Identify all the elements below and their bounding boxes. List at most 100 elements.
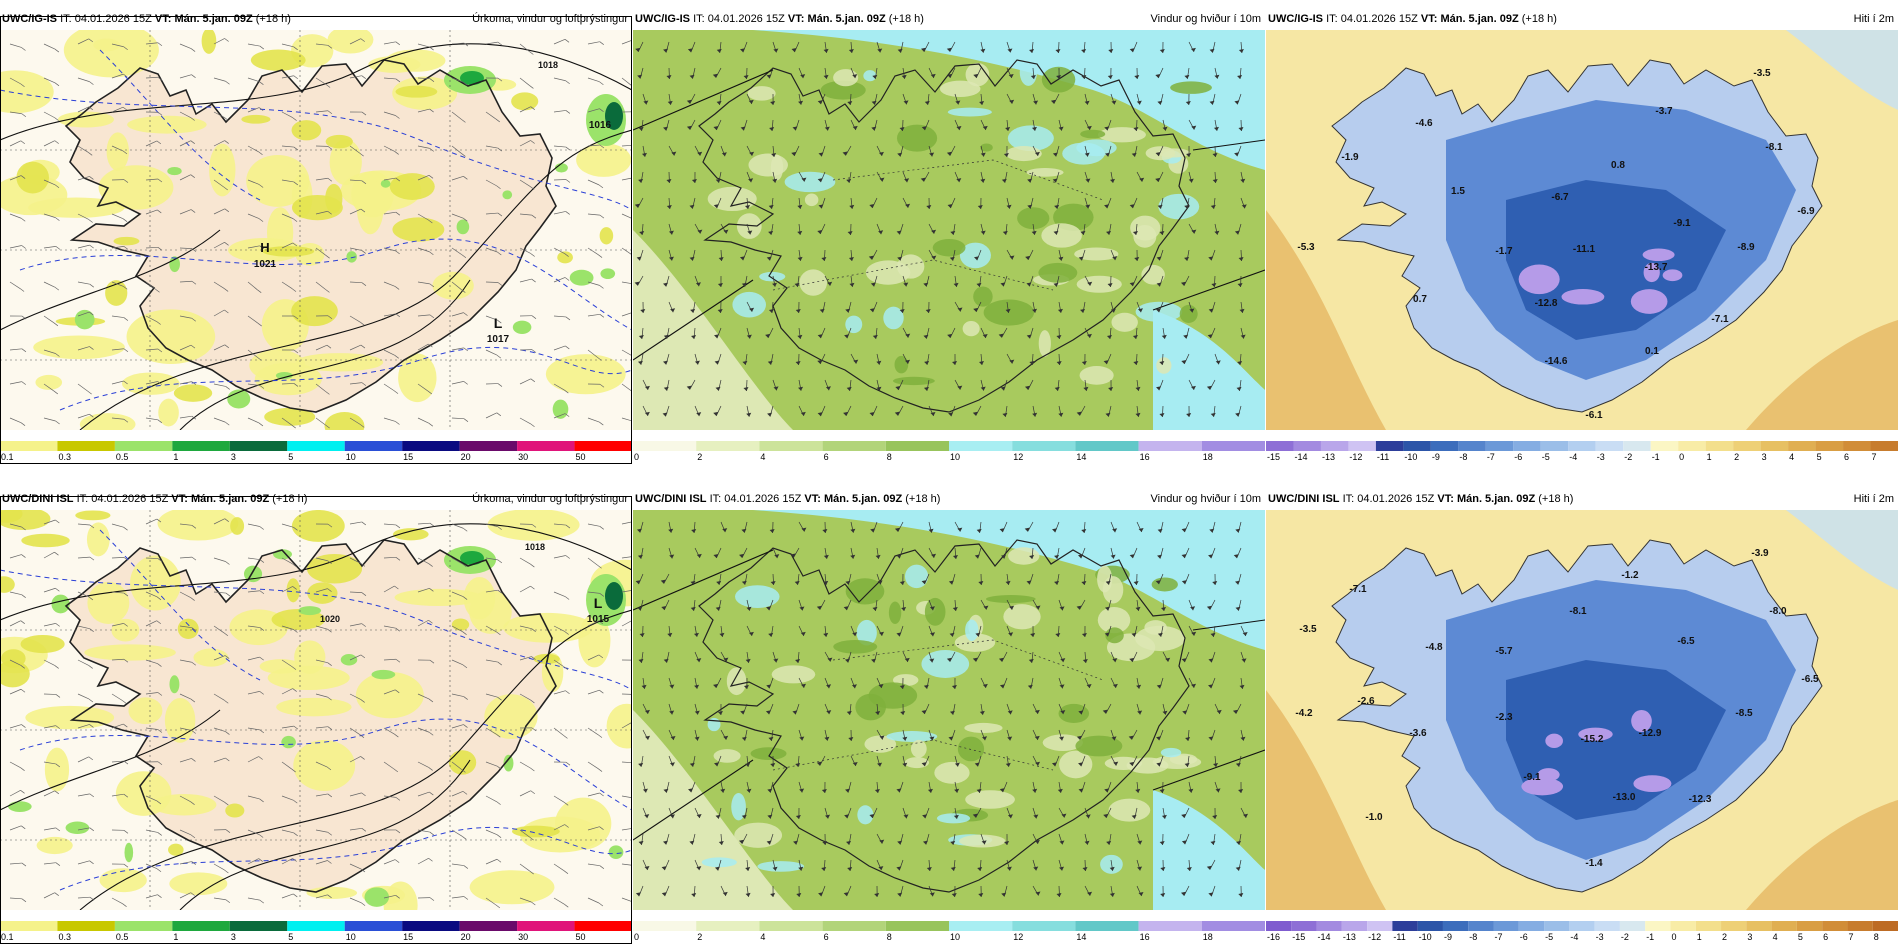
wind-arrow-head [722,528,728,533]
wind-arrow-head [694,710,700,715]
wind-barb [213,241,225,249]
wind-arrow-head [1035,605,1041,610]
wind-barb-flag [123,526,128,531]
wind-barb [587,313,600,317]
wind-barb-flag [360,208,366,213]
colorbar-segment [0,921,58,931]
wind-barb [111,523,124,528]
wind-arrow-head [923,334,929,339]
wind-arrow-head [1106,334,1112,339]
colorbar-segment [1012,441,1076,451]
wind-barb [451,417,465,420]
wind-arrow-head [952,606,958,611]
precip-area [502,190,513,200]
precip-area [298,606,322,616]
wind-arrow-head [901,74,907,79]
wind-barb [179,659,192,663]
precip-area [246,154,310,207]
colorbar-tick-label: 0.5 [116,452,129,462]
coastline [698,539,1190,893]
wind-barb-flag [292,586,297,590]
colorbar-tick-label: -8 [1459,452,1467,462]
precip-area [294,640,326,674]
wind-barb-flag [565,179,571,183]
temperature-value: -15.2 [1581,734,1604,745]
wind-field-patch [973,286,993,307]
wind-arrow-head [765,710,771,715]
wind-arrow [897,405,904,416]
wind-barb-flag [55,246,61,250]
wind-barb [247,590,260,593]
precip-area [291,120,322,141]
temperature-value: -12.8 [1535,298,1558,309]
temperature-value: -2.6 [1357,696,1375,707]
colorbar-segment [633,441,697,451]
wind-barb [9,175,22,181]
coldest-area [1545,733,1563,749]
wind-barb [43,790,55,797]
lead-time: (+18 h) [888,13,924,25]
wind-barb-flag [360,902,366,906]
wind-barb [417,213,429,221]
precip-area [380,179,391,188]
wind-arrow-head [666,204,672,209]
wind-arrow-head [853,359,859,364]
wind-arrow-head [1208,554,1214,559]
wind-barb-flag [597,254,603,258]
colorbar-segment [1544,921,1570,931]
wind-barb [451,761,462,770]
wind-arrow-head [826,684,832,689]
wind-arrow-head [1000,386,1006,391]
colorbar-segment [1320,441,1349,451]
wind-arrow-head [717,308,723,313]
wind-barb [43,213,56,218]
wind-barb-flag [564,631,569,635]
wind-barb [587,213,600,216]
wind-arrow-head [956,126,962,131]
precip-area [605,102,623,130]
wind-barb-flag [326,766,332,771]
wind-barb-flag [223,288,229,292]
wind-barb-flag [394,585,399,590]
wind-barb [111,315,124,318]
wind-barb-flag [463,381,468,385]
wind-barb-flag [327,523,333,528]
wind-arrow-head [1032,412,1038,417]
wind-barb [77,413,90,419]
wind-field-strong [633,510,1265,650]
wind-arrow-head [798,866,804,871]
wind-barb-flag [429,791,434,796]
colorbar-segment [229,921,288,931]
precip-area [503,754,514,772]
wind-barb-flag [259,45,265,50]
wind-arrow-head [899,580,905,585]
wind-barb-flag [89,283,95,288]
wind-barb [9,659,21,666]
wind-field-patch [910,739,927,758]
coldest-area [1643,262,1660,283]
precip-area [164,697,196,743]
wind-field-patch [939,80,981,98]
wind-barb [111,43,124,48]
wind-arrow-head [1077,554,1083,559]
temperature-colorbar: -16 -15 -14 -13 -12 -11 -10 -9 -8 -7 -6 -5 -4 -3 -2 -1 0… [1266,921,1898,942]
wind-barb [553,345,566,351]
isobar [179,279,471,430]
boundary-line [633,549,774,611]
isotherm [0,89,632,211]
wind-arrow-head [825,814,831,819]
wind-barb-flag [496,733,501,738]
wind-arrow-head [748,178,754,183]
wind-barb-flag [190,801,195,805]
wind-barb-flag [122,903,127,907]
colorbar-segment [574,441,632,451]
precip-area [0,70,54,114]
wind-barb-flag [54,117,59,121]
colorbar-segment [287,921,345,931]
wind-barb [179,591,191,598]
colorbar-tick-label: 10 [950,932,960,942]
it-time: 04.01.2026 15Z [1340,13,1418,25]
wind-barb-flag [361,282,367,286]
panel-header: UWC/IG-IS IT: 04.01.2026 15Z VT: Mán. 5.… [633,8,1265,30]
wind-barb-flag [597,768,603,772]
